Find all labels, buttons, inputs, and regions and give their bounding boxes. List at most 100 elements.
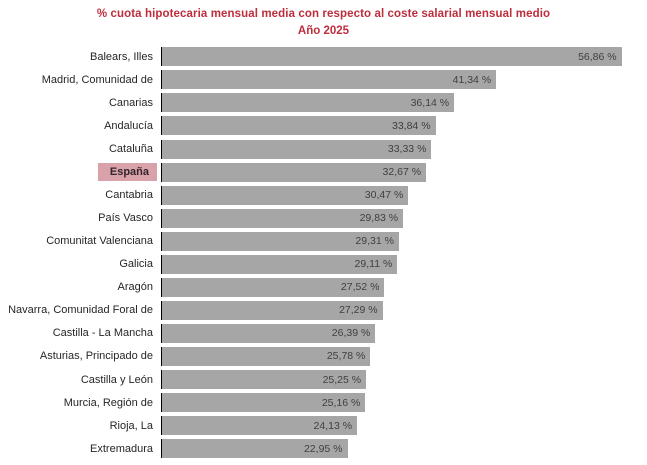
bar-track: 25,16 % bbox=[161, 393, 647, 413]
bar-track: 29,11 % bbox=[161, 254, 647, 274]
bar-row: Murcia, Región de 25,16 % bbox=[0, 393, 647, 413]
bar-row: País Vasco 29,83 % bbox=[0, 208, 647, 228]
bar: 29,31 % bbox=[162, 231, 399, 251]
category-label: Extremadura bbox=[90, 442, 153, 455]
bar-row: Aragón 27,52 % bbox=[0, 277, 647, 297]
bar-value-label: 32,67 % bbox=[382, 166, 422, 179]
category-label-cell: Comunitat Valenciana bbox=[0, 232, 161, 250]
category-label-cell: Castilla - La Mancha bbox=[0, 324, 161, 342]
bar: 27,29 % bbox=[162, 300, 383, 320]
category-label: Galicia bbox=[119, 258, 153, 271]
bar-value-label: 29,31 % bbox=[355, 235, 394, 248]
bar-track: 33,84 % bbox=[161, 116, 647, 136]
category-label: Canarias bbox=[108, 96, 153, 109]
bar-value-label: 29,11 % bbox=[354, 258, 393, 271]
category-label: Navarra, Comunidad Foral de bbox=[8, 304, 153, 317]
bar-row: Castilla - La Mancha 26,39 % bbox=[0, 323, 647, 343]
category-label-cell: Cataluña bbox=[0, 140, 161, 158]
bar-track: 56,86 % bbox=[161, 47, 647, 67]
category-label-cell: Murcia, Región de bbox=[0, 394, 161, 412]
bar-value-label: 33,84 % bbox=[392, 119, 431, 132]
bar: 33,84 % bbox=[162, 116, 436, 136]
category-label: Castilla y León bbox=[80, 373, 153, 386]
bar-value-label: 25,16 % bbox=[321, 396, 361, 409]
bar-row: Extremadura 22,95 % bbox=[0, 439, 647, 459]
bar-value-label: 25,78 % bbox=[326, 350, 366, 363]
category-label-cell: Canarias bbox=[0, 94, 161, 112]
bar-track: 29,83 % bbox=[161, 208, 647, 228]
category-label-cell: Balears, Illes bbox=[0, 48, 161, 66]
bar: 36,14 % bbox=[162, 93, 455, 113]
category-label: Aragón bbox=[117, 281, 153, 294]
category-label: Andalucía bbox=[104, 119, 153, 132]
bar: 41,34 % bbox=[162, 70, 497, 90]
bar-track: 22,95 % bbox=[161, 439, 647, 459]
bar-row: Balears, Illes 56,86 % bbox=[0, 47, 647, 67]
bar-track: 26,39 % bbox=[161, 323, 647, 343]
category-label-cell: Asturias, Principado de bbox=[0, 347, 161, 365]
bar: 25,78 % bbox=[162, 346, 371, 366]
bar: 33,33 % bbox=[162, 139, 432, 159]
bar-row: Rioja, La 24,13 % bbox=[0, 416, 647, 436]
bar: 27,52 % bbox=[162, 277, 385, 297]
category-label: Cantabria bbox=[105, 189, 153, 202]
bar: 56,86 % bbox=[162, 47, 622, 67]
bar-row: Navarra, Comunidad Foral de 27,29 % bbox=[0, 300, 647, 320]
category-label-cell: País Vasco bbox=[0, 209, 161, 227]
category-label: España bbox=[97, 163, 157, 182]
bar-value-label: 33,33 % bbox=[387, 143, 427, 156]
bar-row: Asturias, Principado de 25,78 % bbox=[0, 346, 647, 366]
bar-value-label: 41,34 % bbox=[452, 73, 492, 86]
category-label: Asturias, Principado de bbox=[39, 350, 153, 363]
bar-value-label: 56,86 % bbox=[578, 50, 617, 63]
bar-row: Cantabria 30,47 % bbox=[0, 185, 647, 205]
bar-row: Castilla y León 25,25 % bbox=[0, 370, 647, 389]
bar-value-label: 22,95 % bbox=[303, 442, 343, 455]
category-label-cell: Castilla y León bbox=[0, 371, 161, 389]
bar-value-label: 36,14 % bbox=[410, 96, 450, 109]
bar: 24,13 % bbox=[162, 416, 358, 436]
bar: 29,11 % bbox=[162, 254, 398, 274]
category-label: Comunitat Valenciana bbox=[46, 235, 153, 248]
bar-row: Madrid, Comunidad de 41,34 % bbox=[0, 70, 647, 90]
category-label: Cataluña bbox=[108, 143, 153, 156]
bar-row: Galicia 29,11 % bbox=[0, 254, 647, 274]
bar-value-label: 24,13 % bbox=[313, 419, 353, 432]
bar-track: 25,25 % bbox=[161, 370, 647, 389]
bar-row: Canarias 36,14 % bbox=[0, 93, 647, 113]
category-label-cell: Aragón bbox=[0, 278, 161, 296]
category-label-cell: Extremadura bbox=[0, 440, 161, 458]
category-label: Balears, Illes bbox=[90, 50, 153, 63]
bar-value-label: 29,83 % bbox=[359, 212, 399, 225]
bar-value-label: 30,47 % bbox=[364, 189, 404, 202]
bar-value-label: 27,52 % bbox=[340, 281, 380, 294]
chart-subtitle: Año 2025 bbox=[297, 24, 350, 37]
bar-track: 27,52 % bbox=[161, 277, 647, 297]
bar-row: Comunitat Valenciana 29,31 % bbox=[0, 231, 647, 251]
bar: 30,47 % bbox=[162, 185, 409, 205]
bar: 25,16 % bbox=[162, 393, 366, 413]
bar: 26,39 % bbox=[162, 323, 376, 343]
category-label: Madrid, Comunidad de bbox=[41, 73, 153, 86]
category-label: País Vasco bbox=[98, 212, 153, 225]
bar-track: 27,29 % bbox=[161, 300, 647, 320]
category-label-cell: Rioja, La bbox=[0, 417, 161, 435]
bar-value-label: 25,25 % bbox=[322, 373, 362, 386]
category-label-cell: Cantabria bbox=[0, 186, 161, 204]
category-label-cell: España bbox=[0, 163, 161, 182]
bar-row: España 32,67 % bbox=[0, 162, 647, 182]
bar-track: 24,13 % bbox=[161, 416, 647, 436]
bar-row: Andalucía 33,84 % bbox=[0, 116, 647, 136]
chart-title: % cuota hipotecaria mensual media con re… bbox=[96, 8, 551, 20]
bar-track: 30,47 % bbox=[161, 185, 647, 205]
category-label-cell: Madrid, Comunidad de bbox=[0, 71, 161, 89]
bar: 29,83 % bbox=[162, 208, 404, 228]
bar-track: 41,34 % bbox=[161, 70, 647, 90]
bar: 32,67 % bbox=[162, 162, 427, 182]
bar-track: 29,31 % bbox=[161, 231, 647, 251]
bar: 25,25 % bbox=[162, 370, 367, 389]
bar-track: 25,78 % bbox=[161, 346, 647, 366]
category-label: Rioja, La bbox=[109, 419, 153, 432]
bar-track: 33,33 % bbox=[161, 139, 647, 159]
